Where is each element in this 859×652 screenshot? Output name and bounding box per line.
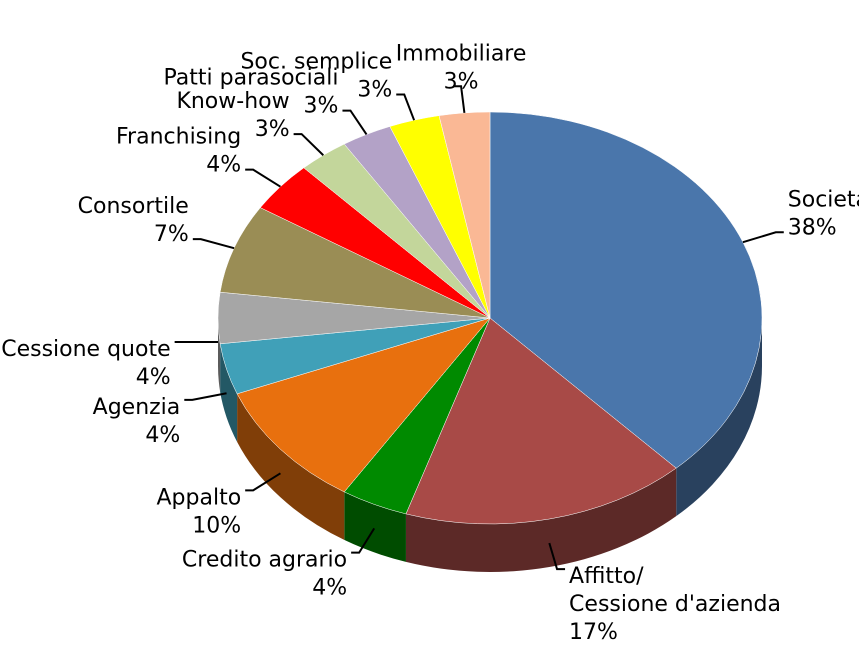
label-line: Agenzia bbox=[93, 395, 181, 420]
leader-line bbox=[742, 231, 784, 244]
value-label: 10% bbox=[192, 513, 241, 538]
label-line: Soc. semplice bbox=[240, 49, 392, 74]
slice-side bbox=[676, 318, 762, 517]
value-label: 3% bbox=[444, 69, 479, 94]
value-label: 17% bbox=[569, 620, 618, 645]
leader-line bbox=[293, 133, 324, 156]
value-label: 4% bbox=[136, 365, 171, 390]
data-label: Affitto/Cessione d'azienda bbox=[569, 564, 781, 617]
data-label: Franchising bbox=[116, 125, 241, 150]
value-label: 3% bbox=[357, 77, 392, 102]
leader-line bbox=[351, 527, 376, 554]
value-label: 38% bbox=[788, 215, 837, 240]
value-label: 3% bbox=[304, 94, 339, 119]
value-label: 7% bbox=[154, 222, 189, 247]
slice-side bbox=[237, 393, 345, 540]
leader-line bbox=[396, 93, 416, 121]
data-label: Cessione quote bbox=[1, 337, 170, 362]
data-label: Agenzia bbox=[93, 395, 181, 420]
leader-line bbox=[192, 238, 235, 250]
label-line: Affitto/ bbox=[569, 564, 644, 589]
slice bbox=[236, 317, 491, 493]
data-label: Immobiliare bbox=[396, 41, 527, 66]
label-line: Know-how bbox=[176, 89, 289, 114]
leader-line bbox=[342, 109, 368, 136]
label-line: Cessione d'azienda bbox=[569, 592, 781, 617]
label-line: Immobiliare bbox=[396, 41, 527, 66]
slice bbox=[438, 111, 491, 319]
leader-line bbox=[245, 168, 281, 188]
label-line: Credito agrario bbox=[182, 548, 347, 573]
slice-side bbox=[218, 318, 221, 392]
data-label: Consortile bbox=[78, 194, 189, 219]
leader-line bbox=[184, 392, 227, 401]
slice-side bbox=[405, 468, 677, 572]
leader-line bbox=[453, 85, 466, 114]
slice bbox=[405, 317, 677, 525]
data-label: Know-how bbox=[176, 89, 289, 114]
data-label: Soc. semplice bbox=[240, 49, 392, 74]
data-label: Societario bbox=[788, 187, 859, 212]
data-label: Credito agrario bbox=[182, 548, 347, 573]
data-label: Appalto bbox=[157, 485, 242, 510]
leader-line bbox=[245, 472, 281, 492]
label-line: Cessione quote bbox=[1, 337, 170, 362]
label-line: Patti parasociali bbox=[164, 66, 339, 91]
leader-line bbox=[548, 542, 566, 571]
label-line: Consortile bbox=[78, 194, 189, 219]
label-line: Appalto bbox=[157, 485, 242, 510]
label-line: Franchising bbox=[116, 125, 241, 150]
slice-side bbox=[220, 343, 238, 442]
slice-side bbox=[344, 491, 406, 562]
value-label: 4% bbox=[312, 576, 347, 601]
value-label: 3% bbox=[255, 117, 290, 142]
value-label: 4% bbox=[145, 423, 180, 448]
label-line: Societario bbox=[788, 187, 859, 212]
slice bbox=[219, 207, 491, 319]
data-label: Patti parasociali bbox=[164, 66, 339, 91]
value-label: 4% bbox=[206, 153, 241, 178]
